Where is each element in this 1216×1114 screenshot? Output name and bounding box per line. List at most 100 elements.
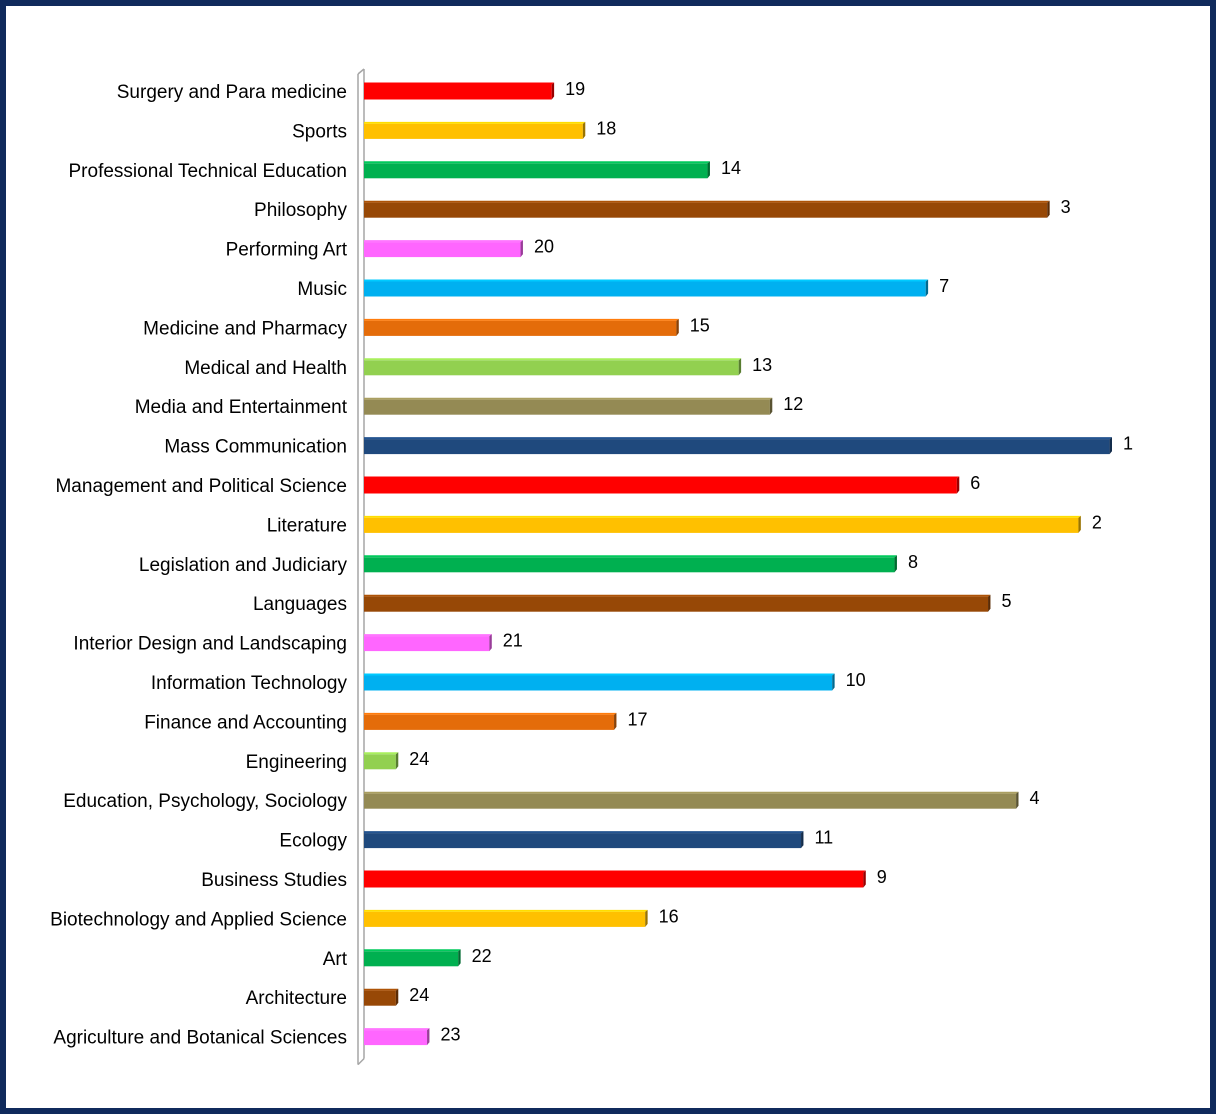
bar-top-face — [364, 437, 1112, 440]
category-label: Interior Design and Landscaping — [73, 634, 347, 655]
bar-top-face — [364, 279, 929, 282]
category-label: Professional Technical Education — [69, 161, 348, 182]
bar-side-face — [1109, 437, 1112, 455]
bar-0 — [364, 82, 555, 100]
bar-top-face — [364, 712, 617, 715]
bar-2 — [364, 161, 710, 179]
category-label: Agriculture and Botanical Sciences — [53, 1028, 347, 1049]
data-label: 4 — [1030, 788, 1040, 808]
bar-front-face — [364, 596, 989, 612]
bar-side-face — [489, 634, 492, 652]
bar-side-face — [801, 831, 804, 849]
bar-front-face — [364, 399, 770, 415]
category-label: Philosophy — [254, 200, 347, 221]
bar-top-face — [364, 161, 710, 164]
bar-front-face — [364, 242, 521, 258]
category-label: Architecture — [246, 988, 347, 1009]
bars-layer — [364, 82, 1112, 1046]
bar-side-face — [551, 82, 555, 100]
category-label: Languages — [253, 594, 347, 615]
category-label: Legislation and Judiciary — [139, 555, 348, 576]
bar-23 — [364, 988, 399, 1006]
bar-top-face — [364, 555, 897, 558]
bar-front-face — [364, 557, 895, 573]
bar-11 — [364, 515, 1081, 533]
bar-side-face — [427, 1028, 430, 1046]
bar-top-face — [364, 949, 461, 952]
bar-6 — [364, 318, 679, 336]
bar-17 — [364, 752, 399, 770]
bar-front-face — [364, 202, 1048, 218]
category-label: Sports — [292, 121, 347, 142]
bar-front-face — [364, 123, 583, 139]
data-label: 23 — [440, 1025, 460, 1045]
data-label: 13 — [752, 355, 772, 375]
category-label: Medicine and Pharmacy — [143, 318, 347, 339]
bar-front-face — [364, 793, 1017, 809]
y-axis-top-edge — [357, 68, 365, 75]
bar-top-face — [364, 594, 991, 597]
data-label: 10 — [846, 670, 866, 690]
axis-layer — [357, 68, 365, 1066]
bar-top-face — [364, 1028, 430, 1031]
category-label: Business Studies — [201, 870, 347, 891]
bar-top-face — [364, 988, 399, 991]
bar-side-face — [988, 594, 991, 612]
data-label: 14 — [721, 158, 741, 178]
bar-front-face — [364, 754, 396, 770]
data-label: 17 — [627, 709, 647, 729]
data-label: 18 — [596, 118, 616, 138]
bar-side-face — [676, 318, 679, 336]
bar-side-face — [707, 161, 710, 179]
bar-front-face — [364, 1030, 428, 1046]
bar-side-face — [395, 988, 399, 1006]
bar-side-face — [395, 752, 399, 770]
bar-side-face — [458, 949, 461, 967]
bar-20 — [364, 870, 866, 888]
y-axis-bottom-edge — [357, 1058, 365, 1066]
bar-side-face — [645, 909, 648, 927]
bar-side-face — [614, 712, 617, 730]
data-label: 5 — [1001, 591, 1011, 611]
bar-front-face — [364, 675, 833, 691]
bar-top-face — [364, 358, 742, 361]
bar-side-face — [582, 121, 586, 139]
category-label: Finance and Accounting — [144, 712, 347, 733]
bar-top-face — [364, 515, 1081, 518]
category-label: Biotechnology and Applied Science — [50, 909, 347, 930]
data-label: 9 — [877, 867, 887, 887]
category-label: Surgery and Para medicine — [117, 82, 347, 103]
bar-front-face — [364, 360, 739, 376]
category-label: Media and Entertainment — [135, 397, 348, 418]
bar-top-face — [364, 634, 492, 637]
bar-front-face — [364, 911, 646, 927]
bar-top-face — [364, 82, 555, 85]
bar-side-face — [1016, 791, 1019, 809]
data-label: 2 — [1092, 512, 1102, 532]
bar-front-face — [364, 990, 396, 1006]
bar-1 — [364, 121, 586, 139]
bar-9 — [364, 437, 1112, 455]
bar-12 — [364, 555, 897, 573]
bar-front-face — [364, 951, 459, 967]
category-label: Management and Political Science — [55, 476, 347, 497]
bar-side-face — [956, 476, 960, 494]
bar-side-face — [1078, 515, 1081, 533]
bar-front-face — [364, 84, 552, 100]
bar-16 — [364, 712, 617, 730]
bar-13 — [364, 594, 991, 612]
bar-top-face — [364, 791, 1019, 794]
category-label: Literature — [267, 515, 347, 536]
bar-10 — [364, 476, 960, 494]
category-label: Art — [323, 949, 348, 970]
bar-front-face — [364, 714, 615, 730]
bar-top-face — [364, 909, 648, 912]
data-label: 16 — [659, 906, 679, 926]
data-label: 20 — [534, 237, 554, 257]
data-label: 6 — [970, 473, 980, 493]
bar-top-face — [364, 121, 586, 124]
data-label: 19 — [565, 79, 585, 99]
bar-front-face — [364, 833, 802, 849]
data-label: 7 — [939, 276, 949, 296]
